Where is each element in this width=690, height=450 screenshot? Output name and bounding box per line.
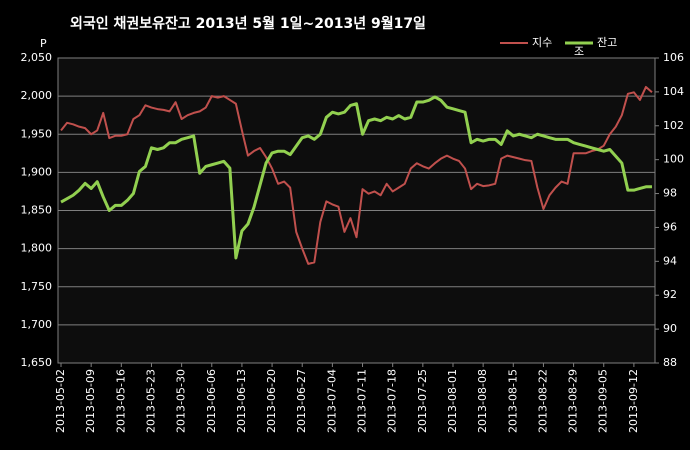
x-tick-label: 2013-08-22 [536, 369, 549, 433]
y2-tick-label: 104 [663, 85, 684, 98]
y-tick-label: 1,700 [21, 318, 53, 331]
chart-title: 외국인 채권보유잔고 2013년 5월 1일~2013년 9월17일 [70, 15, 426, 32]
y2-tick-label: 88 [663, 356, 677, 369]
y2-tick-label: 92 [663, 288, 677, 301]
legend-label: 잔고 [597, 36, 617, 49]
x-tick-label: 2013-07-18 [386, 369, 399, 433]
y-tick-label: 1,850 [21, 204, 53, 217]
x-tick-label: 2013-07-25 [416, 369, 429, 433]
legend-label: 지수 [532, 36, 552, 49]
y2-tick-label: 106 [663, 51, 684, 64]
x-tick-label: 2013-08-29 [567, 369, 580, 433]
y2-tick-label: 100 [663, 153, 684, 166]
y2-tick-label: 98 [663, 187, 677, 200]
x-tick-label: 2013-06-27 [295, 369, 308, 433]
series-line [60, 95, 652, 260]
x-tick-label: 2013-06-06 [205, 369, 218, 433]
y2-tick-label: 90 [663, 322, 677, 335]
y-tick-label: 1,750 [21, 280, 53, 293]
y-tick-label: 1,650 [21, 356, 53, 369]
y-tick-label: 2,000 [21, 89, 53, 102]
y-tick-label: 1,900 [21, 165, 53, 178]
x-tick-label: 2013-09-05 [597, 369, 610, 433]
x-tick-label: 2013-05-23 [144, 369, 157, 433]
y2-tick-label: 94 [663, 254, 677, 267]
y-unit: P [40, 37, 47, 50]
x-tick-label: 2013-05-09 [84, 369, 97, 433]
y-tick-label: 2,050 [21, 51, 53, 64]
x-tick-label: 2013-05-02 [54, 369, 67, 433]
y-tick-label: 1,950 [21, 127, 53, 140]
x-tick-label: 2013-05-16 [114, 369, 127, 433]
y2-unit: 조 [574, 45, 584, 58]
y2-tick-label: 102 [663, 119, 684, 132]
y-tick-label: 1,800 [21, 242, 53, 255]
x-tick-label: 2013-08-15 [506, 369, 519, 433]
x-tick-label: 2013-06-13 [235, 369, 248, 433]
x-tick-label: 2013-06-20 [265, 369, 278, 433]
x-tick-label: 2013-05-30 [175, 369, 188, 433]
x-tick-label: 2013-07-11 [356, 369, 369, 433]
x-tick-label: 2013-08-01 [446, 369, 459, 433]
series-line [60, 85, 653, 265]
x-tick-label: 2013-09-12 [627, 369, 640, 433]
x-tick-label: 2013-07-04 [325, 369, 338, 433]
y2-tick-label: 96 [663, 220, 677, 233]
x-tick-label: 2013-08-08 [476, 369, 489, 433]
